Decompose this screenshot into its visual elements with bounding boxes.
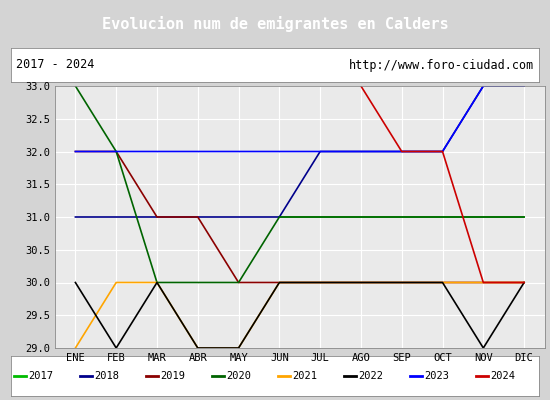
Text: http://www.foro-ciudad.com: http://www.foro-ciudad.com xyxy=(349,58,534,72)
Text: 2021: 2021 xyxy=(292,371,317,381)
Text: 2019: 2019 xyxy=(160,371,185,381)
Text: 2017 - 2024: 2017 - 2024 xyxy=(16,58,95,72)
Text: 2017: 2017 xyxy=(28,371,53,381)
Text: 2020: 2020 xyxy=(226,371,251,381)
Text: Evolucion num de emigrantes en Calders: Evolucion num de emigrantes en Calders xyxy=(102,16,448,32)
Text: 2024: 2024 xyxy=(490,371,515,381)
Text: 2023: 2023 xyxy=(424,371,449,381)
Text: 2022: 2022 xyxy=(358,371,383,381)
Text: 2018: 2018 xyxy=(94,371,119,381)
